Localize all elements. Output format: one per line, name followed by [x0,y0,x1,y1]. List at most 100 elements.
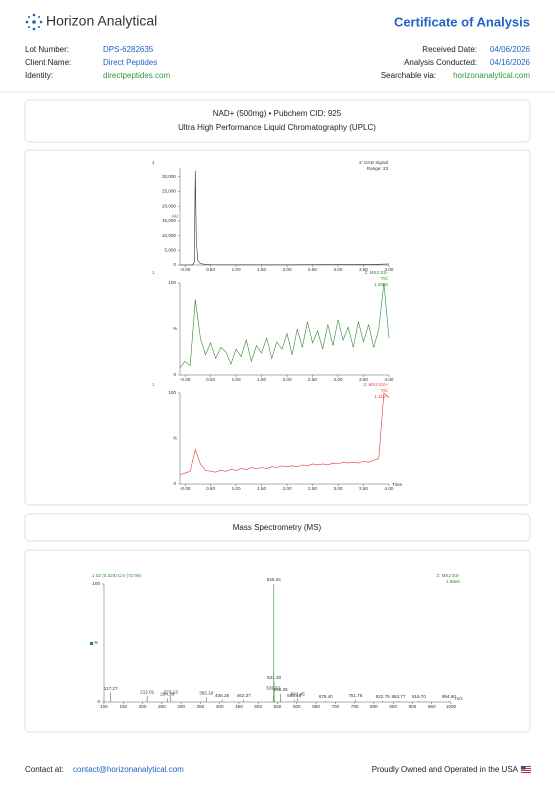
ms-chart-box [24,549,531,733]
detail-value: horizonanalytical.com [453,71,530,80]
peak-label: 540.34 [267,577,281,582]
x-tick-label: 750 [351,704,359,709]
peak-label: 212.01 [140,689,154,694]
x-tick-label: 1.00 [232,486,241,491]
trace-title: 3: MS2 ES+ [363,382,388,387]
peak-label: 751.76 [348,693,362,698]
detail-value: 04/16/2026 [490,58,531,67]
detail-label: Analysis Conducted: [404,58,477,67]
peak-label: 916.70 [412,694,426,699]
trace-sub: Range: 33 [367,166,389,171]
legend-swatch [90,642,93,645]
x-tick-label: 2.50 [308,377,317,382]
tagline: Proudly Owned and Operated in the USA [372,765,519,774]
x-tick-label: 850 [389,704,397,709]
y-tick-label: 25,000 [162,189,176,194]
x-tick-label: 1000 [446,704,457,709]
x-tick-label: 650 [312,704,320,709]
detail-value: directpeptides.com [103,71,170,80]
peak-label: 541.30 [267,675,281,680]
x-tick-label: 4.00 [385,267,394,272]
y-tick-label: 100 [92,581,100,586]
detail-label: Received Date: [422,45,477,54]
x-tick-label: 300 [177,704,185,709]
trace-scale: 1.98e5 [446,579,460,584]
x-tick-label: -0.00 [180,267,191,272]
ms-title: Mass Spectrometry (MS) [233,523,322,532]
y-tick-label: 0 [173,372,176,377]
trace-title: 2: MS2 ES- [365,270,389,275]
x-tick-label: 600 [293,704,301,709]
detail-label: Identity: [25,71,53,80]
x-tick-label: -0.00 [180,377,191,382]
y-tick-label: 10,000 [162,233,176,238]
x-tick-label: 800 [370,704,378,709]
uplc-title-box [24,99,531,143]
x-tick-label: 1.50 [257,377,266,382]
x-tick-label: 0.50 [206,377,215,382]
y-axis-label: % [173,436,177,441]
y-tick-label: 15,000 [162,218,176,223]
x-tick-label: 4.00 [385,377,394,382]
peak-label: 462.37 [237,693,251,698]
y-tick-label: 100 [168,280,176,285]
detail-label: Searchable via: [381,71,436,80]
contact-email[interactable]: contact@horizonanalytical.com [73,765,184,774]
x-tick-label: 550 [274,704,282,709]
y-tick-label: 20,000 [162,203,176,208]
corner-label: 1 02 (0.328) Cm (72:96) [92,573,141,578]
x-tick-label: 3.50 [359,267,368,272]
corner-label: 1 [152,160,155,165]
detail-value: Direct Peptides [103,58,157,67]
y-axis-label: AU [172,214,178,219]
x-tick-label: 2.50 [308,486,317,491]
x-tick-label: 0.50 [206,267,215,272]
trace-title: 2: MS2 ES- [437,573,461,578]
peak-label: 264.26 [160,692,174,697]
x-tick-label: 1.50 [257,486,266,491]
us-flag [520,765,532,774]
y-tick-label: 30,000 [162,174,176,179]
peak-label: 994.60 [442,694,456,699]
detail-value: 04/06/2026 [490,45,531,54]
x-tick-label: 500 [254,704,262,709]
peak-label: 117.27 [104,686,118,691]
x-tick-label: 3.00 [334,377,343,382]
brand: Horizon Analytical [46,13,157,29]
peak-label: 602.45 [291,692,305,697]
peak-label: 822.76 [376,694,390,699]
doc-title: Certificate of Analysis [394,14,530,29]
logo-icon [25,13,43,31]
trace [180,170,390,266]
x-tick-label: 400 [216,704,224,709]
x-tick-label: 1.00 [232,377,241,382]
x-tick-label: 950 [428,704,436,709]
x-tick-label: 2.00 [283,267,292,272]
uplc-line2: Ultra High Performance Liquid Chromatogr… [178,123,376,132]
corner-label: 1 [152,382,155,387]
x-tick-label: -0.00 [180,486,191,491]
trace [179,282,390,368]
x-tick-label: 1.50 [257,267,266,272]
x-tick-label: 3.00 [334,267,343,272]
x-tick-label: 100 [100,704,108,709]
y-tick-label: 0 [97,699,100,704]
detail-label: Lot Number: [25,45,69,54]
peak-label: 593.18 [287,693,301,698]
x-tick-label: 3.50 [359,486,368,491]
y-tick-label: 0 [173,262,176,267]
uplc-chart-box [24,149,531,506]
y-tick-label: 100 [168,390,176,395]
x-tick-label: 250 [158,704,166,709]
peak-label: 365.19 [199,690,213,695]
x-tick-label: 200 [139,704,147,709]
x-tick-label: 900 [409,704,417,709]
trace-scale: 1.11e7 [374,394,388,399]
peak-label: 406.28 [215,693,229,698]
x-axis-label: Time [392,482,402,487]
peak-label: 558.25 [274,687,288,692]
x-tick-label: 2.00 [283,377,292,382]
uplc-line1: NAD+ (500mg) • Pubchem CID: 925 [213,109,342,118]
trace [179,392,390,476]
